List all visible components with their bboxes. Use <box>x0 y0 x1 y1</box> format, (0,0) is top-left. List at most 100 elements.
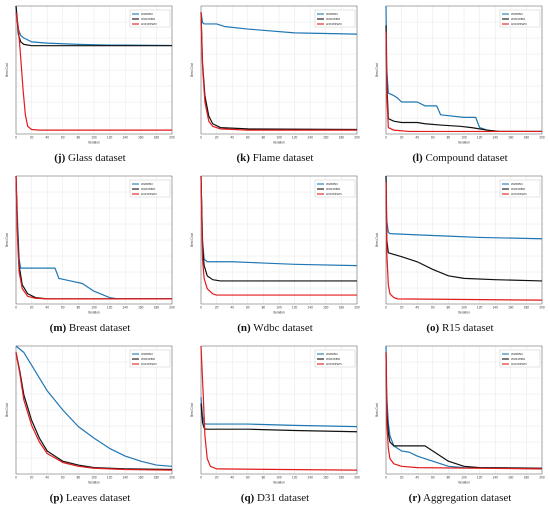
x-axis-label: Iteration <box>88 141 100 145</box>
panel-caption: (k) Flame dataset <box>187 152 363 164</box>
x-tick-label: 40 <box>230 136 234 140</box>
x-tick-label: 180 <box>154 136 160 140</box>
x-tick-label: 160 <box>138 476 144 480</box>
x-tick-label: 120 <box>107 306 113 310</box>
x-tick-label: 0 <box>200 306 202 310</box>
y-axis-label: Best Cost <box>190 233 194 247</box>
x-tick-label: 140 <box>123 476 129 480</box>
x-tick-label: 60 <box>61 476 65 480</box>
x-tick-label: 180 <box>524 136 530 140</box>
x-tick-label: 180 <box>339 306 345 310</box>
panel-title: Breast dataset <box>66 322 131 334</box>
x-tick-label: 40 <box>230 306 234 310</box>
x-tick-label: 200 <box>539 136 545 140</box>
chart-panel: 0 20 40 60 80 100 120 140 160 180 200 Iteration Best… <box>372 172 548 342</box>
x-tick-label: 200 <box>354 476 360 480</box>
x-tick-label: 200 <box>539 476 545 480</box>
x-axis-label: Iteration <box>88 311 100 315</box>
legend-box <box>314 349 356 368</box>
x-tick-label: 180 <box>154 306 160 310</box>
x-tick-label: 80 <box>262 476 266 480</box>
series-line <box>385 352 543 469</box>
x-tick-label: 80 <box>262 136 266 140</box>
legend-entry: HVFWFWO <box>511 192 527 196</box>
legend-entry: WOFWBO <box>141 17 156 21</box>
panel-caption: (n) Wdbc dataset <box>187 322 363 334</box>
x-tick-label: 180 <box>524 306 530 310</box>
panel-caption: (l) Compound dataset <box>372 152 548 164</box>
y-axis-label: Best Cost <box>5 233 9 247</box>
legend-box <box>129 179 171 198</box>
x-tick-label: 60 <box>61 306 65 310</box>
x-axis-label: Iteration <box>458 311 470 315</box>
convergence-chart: 0 20 40 60 80 100 120 140 160 180 200 Iteration Best… <box>5 175 175 315</box>
x-tick-label: 60 <box>246 306 250 310</box>
x-axis-label: Iteration <box>273 481 285 485</box>
series-line <box>385 5 542 133</box>
x-tick-label: 80 <box>77 136 81 140</box>
legend-entry: WOFWBO <box>141 357 156 361</box>
panel-title: Leaves dataset <box>63 492 131 504</box>
x-tick-label: 80 <box>77 476 81 480</box>
axes-box <box>200 175 358 305</box>
x-tick-label: 0 <box>15 306 17 310</box>
x-tick-label: 20 <box>30 476 34 480</box>
x-tick-label: 200 <box>169 476 175 480</box>
x-tick-label: 100 <box>91 476 97 480</box>
series-line <box>385 175 543 282</box>
x-tick-label: 20 <box>30 136 34 140</box>
x-tick-label: 200 <box>354 306 360 310</box>
x-tick-label: 200 <box>169 306 175 310</box>
chart-panel: 0 20 40 60 80 100 120 140 160 180 200 Iteration Best… <box>187 342 363 512</box>
legend-entry: WOFWBO <box>511 17 526 21</box>
chart-panel: 0 20 40 60 80 100 120 140 160 180 200 Iteration Best… <box>187 2 363 172</box>
legend-box <box>129 349 171 368</box>
panel-title: Flame dataset <box>249 152 314 164</box>
x-tick-label: 120 <box>292 136 298 140</box>
y-axis-label: Best Cost <box>375 233 379 247</box>
legend-entry: WOFWBO <box>511 187 526 191</box>
x-tick-label: 20 <box>400 306 404 310</box>
x-tick-label: 40 <box>415 306 419 310</box>
axes-box <box>15 5 173 135</box>
x-tick-label: 120 <box>107 476 113 480</box>
legend-entry: HVFWFWO <box>141 192 157 196</box>
panel-letter: (l) <box>412 152 423 164</box>
chart-panel: 0 20 40 60 80 100 120 140 160 180 200 Iteration Best… <box>2 342 178 512</box>
x-tick-label: 0 <box>15 476 17 480</box>
panel-title: R15 dataset <box>439 322 494 334</box>
panel-letter: (r) <box>408 492 421 504</box>
series-line <box>15 175 172 300</box>
y-axis-label: Best Cost <box>190 63 194 77</box>
x-tick-label: 20 <box>30 306 34 310</box>
legend-entry: WWFBO <box>326 12 338 16</box>
x-tick-label: 80 <box>262 306 266 310</box>
x-tick-label: 180 <box>339 136 345 140</box>
x-tick-label: 100 <box>276 476 282 480</box>
legend-entry: WWFBO <box>326 352 338 356</box>
x-tick-label: 40 <box>415 136 419 140</box>
legend-entry: HVFWFWO <box>326 192 342 196</box>
panel-letter: (n) <box>237 322 251 334</box>
y-axis-label: Best Cost <box>375 63 379 77</box>
x-axis-label: Iteration <box>88 481 100 485</box>
series-line <box>200 12 358 35</box>
convergence-chart: 0 20 40 60 80 100 120 140 160 180 200 Iteration Best… <box>5 345 175 485</box>
series-line <box>385 182 543 301</box>
x-tick-label: 200 <box>539 306 545 310</box>
x-tick-label: 120 <box>292 476 298 480</box>
legend-entry: WOFWBO <box>326 187 341 191</box>
axes-box <box>385 345 543 475</box>
legend-box <box>499 179 541 198</box>
x-tick-label: 180 <box>154 476 160 480</box>
legend-entry: WWFBO <box>326 182 338 186</box>
legend-entry: WWFBO <box>141 182 153 186</box>
panel-caption: (m) Breast dataset <box>2 322 178 334</box>
x-tick-label: 180 <box>524 476 530 480</box>
series-line <box>200 345 358 471</box>
legend-entry: WWFBO <box>511 352 523 356</box>
convergence-chart: 0 20 40 60 80 100 120 140 160 180 200 Iteration Best… <box>190 175 360 315</box>
x-tick-label: 80 <box>447 306 451 310</box>
x-tick-label: 60 <box>246 136 250 140</box>
legend-entry: WWFBO <box>141 352 153 356</box>
